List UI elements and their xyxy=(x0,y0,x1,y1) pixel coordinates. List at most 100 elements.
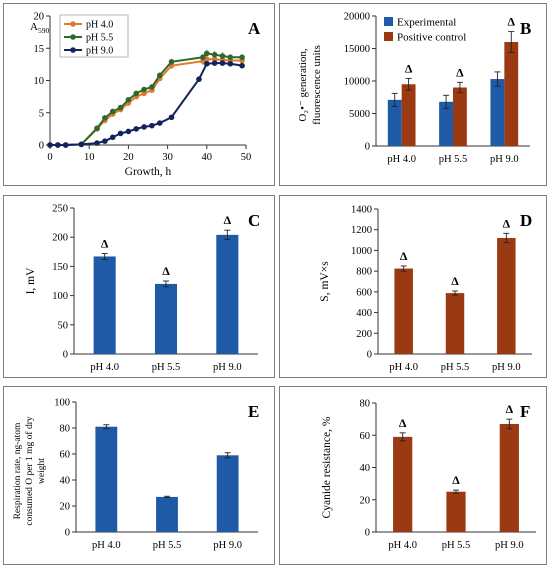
f-bar xyxy=(393,436,413,532)
e-y-tick-label: 40 xyxy=(60,476,71,487)
f-y-tick-label: 20 xyxy=(360,495,371,506)
a-data-point xyxy=(133,126,140,132)
c-y-tick-label: 200 xyxy=(52,233,68,244)
c-significance-marker: Δ xyxy=(101,237,109,251)
a-data-point xyxy=(109,134,116,141)
a-data-point xyxy=(133,90,140,97)
a-data-point xyxy=(156,72,163,79)
a-data-point xyxy=(149,84,155,90)
a-data-point xyxy=(102,138,108,144)
d-y-tick-label: 200 xyxy=(356,329,372,340)
b-significance-marker: Δ xyxy=(456,65,464,79)
f-significance-marker: Δ xyxy=(399,416,407,430)
a-data-point xyxy=(168,58,175,65)
a-data-point xyxy=(219,60,226,66)
chart-c: 0 50 100 150 200 250 ΔpH 4.0 ΔpH 5.5 ΔpH 9.0 C I, … xyxy=(25,204,260,374)
a-data-point xyxy=(196,76,202,83)
a-data-point xyxy=(211,51,218,58)
a-x-tick-label: 50 xyxy=(241,152,252,163)
e-y-tick-label: 0 xyxy=(65,528,70,539)
d-significance-marker: Δ xyxy=(400,249,408,263)
chart-d-plot: 0 200 400 600 800 1000 1200 1400 ΔpH 4.0 ΔpH 5.5 Δ… xyxy=(319,205,532,374)
b-legend-label: Experimental xyxy=(397,17,456,29)
a-data-point xyxy=(219,53,226,59)
b-bar xyxy=(401,84,416,146)
d-significance-marker: Δ xyxy=(503,216,511,230)
b-category-label: pH 9.0 xyxy=(490,154,519,165)
b-bar xyxy=(504,42,519,146)
b-category-label: pH 4.0 xyxy=(387,154,416,165)
a-series-line xyxy=(50,58,243,146)
b-y-tick-label: 20000 xyxy=(344,12,370,23)
a-y-tick-label: 20 xyxy=(34,12,45,23)
a-legend-label: pH 5.5 xyxy=(86,33,113,44)
d-category-label: pH 4.0 xyxy=(389,362,418,373)
c-y-tick-label: 0 xyxy=(63,350,68,361)
chart-f: 0 20 40 60 80 ΔpH 4.0 ΔpH 5.5 ΔpH 9.0 F Cyanide r… xyxy=(321,399,536,551)
f-category-label: pH 4.0 xyxy=(388,540,417,551)
a-x-tick-label: 20 xyxy=(123,152,134,163)
d-y-tick-label: 1000 xyxy=(351,246,372,257)
e-bar xyxy=(95,426,118,532)
a-panel-label: A xyxy=(248,19,261,38)
a-data-point xyxy=(78,141,85,148)
b-bar xyxy=(453,87,467,146)
c-y-tick-label: 100 xyxy=(52,291,68,302)
e-y-tick-label: 100 xyxy=(54,398,70,409)
b-bar xyxy=(490,79,505,146)
a-data-point xyxy=(109,108,116,115)
a-data-point xyxy=(141,124,147,130)
d-panel-label: D xyxy=(520,211,532,230)
d-bar xyxy=(497,238,516,354)
a-data-point xyxy=(239,54,245,61)
a-data-point xyxy=(149,122,155,129)
a-x-tick-label: 10 xyxy=(84,152,95,163)
c-panel-label: C xyxy=(248,211,260,230)
f-bar xyxy=(499,423,519,532)
a-data-point xyxy=(55,142,61,148)
f-y-label: Cyanide resistance, % xyxy=(321,416,333,518)
a-legend-marker xyxy=(70,21,76,27)
b-bar xyxy=(387,99,402,146)
chart-b-plot: 0 5000 10000 15000 20000 ΔpH 4.0 ΔpH 5.5 ΔpH 9.… xyxy=(297,12,531,166)
e-bar xyxy=(156,496,178,532)
f-significance-marker: Δ xyxy=(506,402,514,416)
a-data-point xyxy=(47,142,53,148)
c-y-tick-label: 250 xyxy=(52,204,68,215)
a-data-point xyxy=(204,50,210,57)
a-legend-marker xyxy=(70,47,76,53)
b-bar xyxy=(439,101,453,146)
chart-e-plot: 0 20 40 60 80 100 pH 4.0 pH 5.5 pH 9.0 E Respirati… xyxy=(13,398,259,552)
a-data-point xyxy=(117,104,124,111)
c-y-tick-label: 50 xyxy=(58,320,69,331)
d-y-tick-label: 1200 xyxy=(351,225,372,236)
d-bar xyxy=(445,293,465,354)
b-legend-swatch xyxy=(384,32,393,41)
c-category-label: pH 4.0 xyxy=(90,362,119,373)
d-significance-marker: Δ xyxy=(451,274,459,288)
a-x-tick-label: 0 xyxy=(47,152,52,163)
e-category-label: pH 5.5 xyxy=(153,540,182,551)
a-y-tick-label: 15 xyxy=(34,44,45,55)
e-panel-label: E xyxy=(248,402,259,421)
f-significance-marker: Δ xyxy=(452,473,460,487)
b-y-tick-label: 10000 xyxy=(344,77,370,88)
b-y-label: fluorescence units xyxy=(311,45,323,125)
d-y-label: S, mV×s xyxy=(319,261,331,302)
c-significance-marker: Δ xyxy=(224,213,232,227)
a-data-point xyxy=(227,54,234,61)
b-significance-marker: Δ xyxy=(405,61,413,75)
d-category-label: pH 9.0 xyxy=(492,362,521,373)
d-y-tick-label: 400 xyxy=(356,308,372,319)
f-y-tick-label: 80 xyxy=(360,399,371,410)
a-data-point xyxy=(141,86,147,93)
b-significance-marker: Δ xyxy=(507,15,515,29)
a-data-point xyxy=(211,60,218,66)
e-y-label: consumed O per 1 mg of dry xyxy=(24,416,35,525)
a-data-point xyxy=(204,60,210,67)
a-data-point xyxy=(200,54,206,61)
a-series-line xyxy=(50,52,243,146)
